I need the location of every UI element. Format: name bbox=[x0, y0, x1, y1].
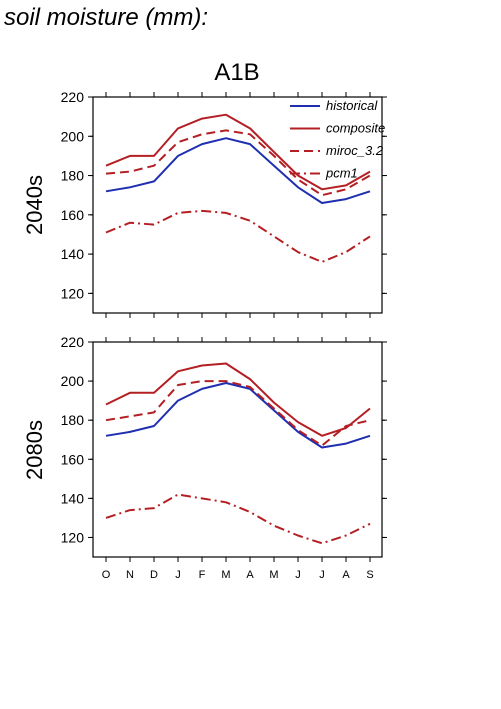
x-tick-label: J bbox=[175, 569, 181, 581]
x-tick-label: D bbox=[150, 569, 158, 581]
x-tick-label: O bbox=[102, 569, 111, 581]
y-tick-label: 220 bbox=[61, 89, 85, 105]
y-tick-label: 120 bbox=[61, 529, 85, 545]
legend-label: historical bbox=[326, 98, 378, 113]
series-line-miroc-3-2 bbox=[105, 129, 371, 197]
x-tick-label: S bbox=[366, 569, 373, 581]
y-tick-label: 160 bbox=[61, 451, 85, 467]
x-tick-label: N bbox=[126, 569, 134, 581]
y-tick-label: 200 bbox=[61, 128, 85, 144]
series-line-miroc-3-2 bbox=[105, 380, 371, 447]
panel-label: 2040s bbox=[22, 175, 47, 235]
series-line-pcm1 bbox=[105, 493, 371, 545]
series-line-composite bbox=[105, 113, 371, 191]
legend-label: pcm1 bbox=[325, 166, 358, 181]
series-line-pcm1 bbox=[105, 209, 371, 263]
plot-frame bbox=[92, 96, 383, 314]
x-tick-label: M bbox=[269, 569, 278, 581]
y-tick-label: 180 bbox=[61, 412, 85, 428]
x-tick-label: A bbox=[246, 569, 254, 581]
series-line-historical bbox=[105, 382, 371, 449]
scenario-title: A1B bbox=[214, 59, 259, 86]
chart-panel-2080s: 120 140 160 180 200 220 O N D J F M A M J J A S 2080s bbox=[22, 334, 387, 581]
series-line-composite bbox=[105, 362, 371, 437]
legend-label: composite bbox=[326, 121, 385, 136]
plot-frame bbox=[92, 341, 383, 558]
x-tick-label: F bbox=[199, 569, 206, 581]
x-tick-label: A bbox=[342, 569, 350, 581]
chart-header-title: soil moisture (mm): bbox=[4, 4, 209, 31]
x-tick-label: M bbox=[221, 569, 230, 581]
y-tick-label: 220 bbox=[61, 334, 85, 350]
chart-panel-2040s: 120 140 160 180 200 220 2040s historical composi… bbox=[22, 89, 387, 318]
x-tick-label: J bbox=[319, 569, 325, 581]
x-tick-label: J bbox=[295, 569, 301, 581]
panel-label: 2080s bbox=[22, 420, 47, 480]
legend-label: miroc_3.2 bbox=[326, 143, 384, 158]
y-tick-label: 120 bbox=[61, 285, 85, 301]
y-tick-label: 180 bbox=[61, 168, 85, 184]
y-tick-label: 140 bbox=[61, 246, 85, 262]
series-line-historical bbox=[105, 137, 371, 204]
y-tick-label: 160 bbox=[61, 207, 85, 223]
y-tick-label: 140 bbox=[61, 490, 85, 506]
y-tick-label: 200 bbox=[61, 373, 85, 389]
